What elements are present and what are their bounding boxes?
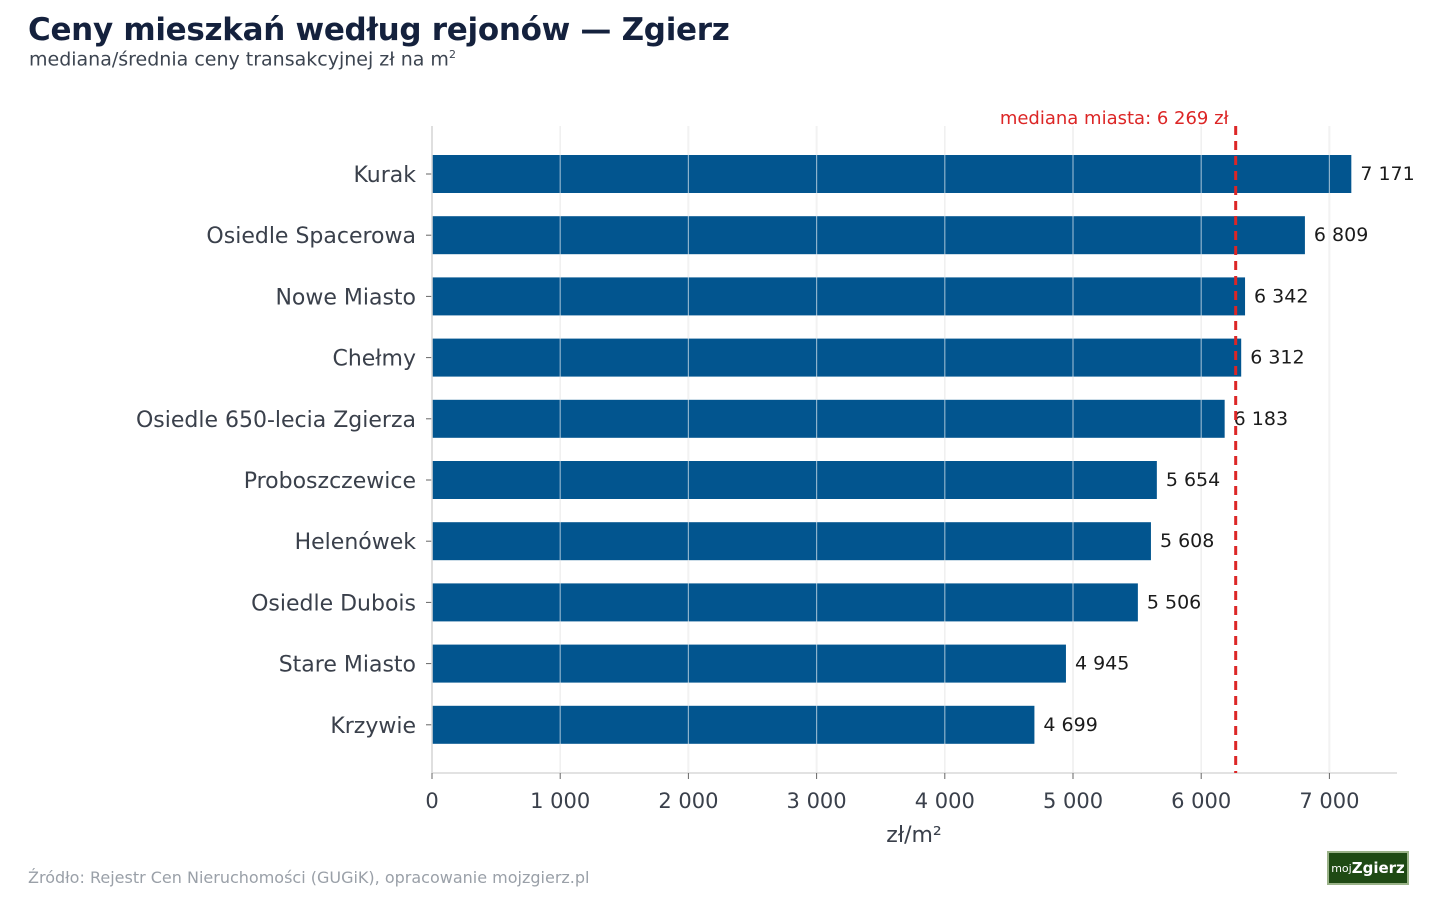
category-label: Osiedle Spacerowa — [206, 224, 416, 249]
category-label: Stare Miasto — [279, 653, 416, 678]
bar — [432, 461, 1157, 499]
category-label: Kurak — [353, 163, 416, 188]
chart-subtitle: mediana/średnia ceny transakcyjnej zł na… — [29, 48, 456, 70]
bar — [432, 583, 1138, 622]
x-tick-label: 4 000 — [915, 789, 975, 813]
x-tick-label: 7 000 — [1299, 789, 1359, 813]
category-label: Chełmy — [332, 347, 416, 372]
category-label: Krzywie — [330, 714, 416, 739]
median-label: mediana miasta: 6 269 zł — [1000, 108, 1230, 129]
bar — [432, 216, 1305, 255]
subtitle-superscript: 2 — [448, 48, 456, 61]
value-label: 6 809 — [1314, 224, 1368, 246]
subtitle-text: mediana/średnia ceny transakcyjnej zł na… — [29, 48, 449, 71]
bar — [432, 522, 1151, 561]
x-tick-label: 6 000 — [1171, 789, 1231, 813]
axes — [426, 126, 1397, 779]
x-tick-label: 1 000 — [530, 789, 590, 813]
value-label: 5 506 — [1147, 591, 1201, 613]
brand-logo[interactable]: moj Zgierz — [1327, 851, 1409, 885]
labels: Kurak 7 171 Osiedle Spacerowa 6 809 Nowe Mia… — [136, 108, 1415, 848]
category-label: Nowe Miasto — [275, 285, 416, 310]
category-label: Osiedle 650-lecia Zgierza — [136, 408, 416, 433]
category-label: Helenówek — [295, 530, 417, 555]
value-label: 6 183 — [1234, 408, 1288, 430]
value-label: 6 342 — [1254, 285, 1308, 307]
x-tick-label: 2 000 — [658, 789, 718, 813]
x-tick-label: 3 000 — [787, 789, 847, 813]
value-label: 5 654 — [1166, 469, 1220, 491]
logo-name: Zgierz — [1351, 859, 1405, 877]
bars — [432, 126, 1352, 773]
bar — [432, 644, 1066, 683]
value-label: 4 945 — [1075, 653, 1129, 675]
logo-prefix: moj — [1331, 861, 1352, 875]
bar — [432, 399, 1225, 438]
bar — [432, 155, 1352, 193]
x-tick-label: 5 000 — [1043, 789, 1103, 813]
value-label: 5 608 — [1160, 530, 1214, 552]
bar — [432, 705, 1035, 744]
category-label: Proboszczewice — [244, 469, 416, 494]
value-label: 4 699 — [1043, 714, 1097, 736]
category-label: Osiedle Dubois — [251, 591, 416, 616]
value-label: 7 171 — [1360, 163, 1414, 185]
value-label: 6 312 — [1250, 347, 1304, 369]
bar — [432, 338, 1242, 377]
source-note: Źródło: Rejestr Cen Nieruchomości (GUGiK… — [28, 868, 590, 887]
x-tick-label: 0 — [425, 789, 438, 813]
x-axis-title: zł/m² — [886, 823, 941, 848]
chart-title: Ceny mieszkań według rejonów — Zgierz — [28, 12, 730, 48]
bar — [432, 277, 1246, 316]
